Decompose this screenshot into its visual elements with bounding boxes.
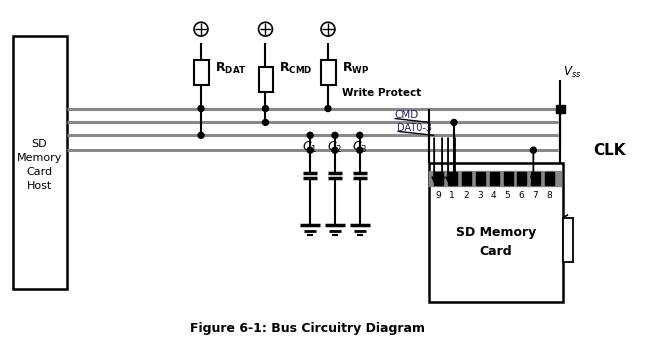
Text: 1: 1 [449, 191, 455, 200]
Text: $\mathbf{R}_{\mathbf{CMD}}$: $\mathbf{R}_{\mathbf{CMD}}$ [279, 61, 313, 76]
Bar [434, 172, 443, 185]
Bar [258, 67, 273, 92]
Text: 4: 4 [491, 191, 496, 200]
Text: CMD: CMD [394, 111, 419, 120]
Circle shape [451, 119, 457, 125]
Bar [490, 172, 498, 185]
Text: Write Protect: Write Protect [342, 88, 421, 98]
Text: $V_{ss}$: $V_{ss}$ [563, 65, 581, 80]
Text: 9: 9 [436, 191, 441, 200]
Text: $\mathbf{R}_{\mathbf{DAT}}$: $\mathbf{R}_{\mathbf{DAT}}$ [215, 61, 247, 76]
Bar [563, 218, 573, 262]
Text: $C_3$: $C_3$ [352, 140, 368, 155]
Text: DAT0-3: DAT0-3 [398, 124, 432, 133]
Text: SD
Memory
Card
Host: SD Memory Card Host [16, 139, 62, 191]
Text: 3: 3 [477, 191, 483, 200]
Text: 6: 6 [519, 191, 525, 200]
Bar [476, 172, 485, 185]
Circle shape [332, 147, 338, 153]
Bar [545, 172, 554, 185]
Bar [429, 171, 561, 186]
Text: 5: 5 [505, 191, 510, 200]
Bar [321, 61, 336, 85]
Bar [194, 61, 209, 85]
Circle shape [307, 147, 313, 153]
Circle shape [262, 106, 268, 112]
Bar [462, 172, 471, 185]
Bar [448, 172, 457, 185]
Text: 2: 2 [463, 191, 469, 200]
Circle shape [357, 147, 363, 153]
Circle shape [262, 119, 268, 125]
Circle shape [198, 132, 204, 138]
Text: $C_1$: $C_1$ [302, 140, 318, 155]
Text: $\mathbf{R}_{\mathbf{WP}}$: $\mathbf{R}_{\mathbf{WP}}$ [342, 61, 370, 76]
Circle shape [325, 106, 331, 112]
Bar [12, 36, 67, 289]
Circle shape [198, 106, 204, 112]
Text: CLK: CLK [593, 143, 625, 158]
Circle shape [357, 132, 363, 138]
Text: 7: 7 [532, 191, 538, 200]
Circle shape [307, 132, 313, 138]
Text: 8: 8 [546, 191, 552, 200]
Text: Figure 6-1: Bus Circuitry Diagram: Figure 6-1: Bus Circuitry Diagram [190, 322, 424, 335]
Bar [531, 172, 540, 185]
Bar [556, 105, 565, 113]
Bar [429, 163, 563, 302]
Circle shape [530, 147, 536, 153]
Bar [504, 172, 513, 185]
Bar [517, 172, 526, 185]
Circle shape [332, 132, 338, 138]
Text: SD Memory
Card: SD Memory Card [456, 226, 536, 258]
Text: $C_2$: $C_2$ [327, 140, 343, 155]
